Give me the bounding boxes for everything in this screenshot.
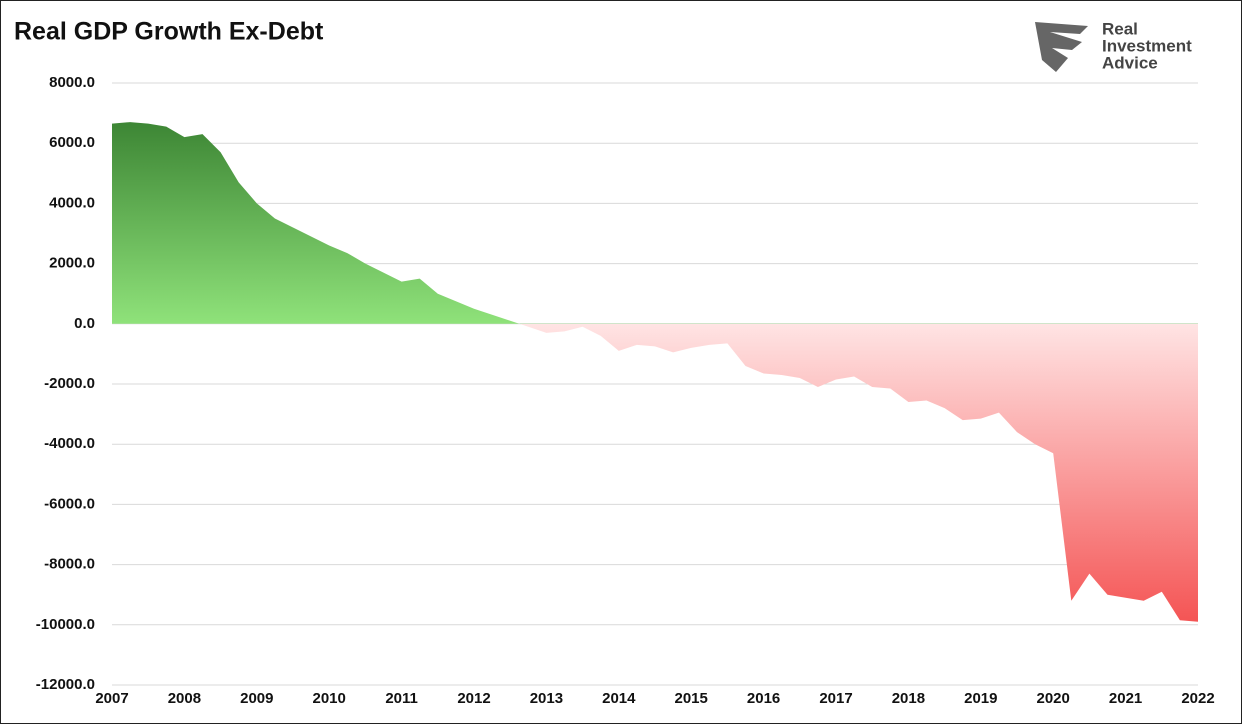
logo: Real Investment Advice <box>1035 19 1192 72</box>
logo-icon <box>1035 22 1088 72</box>
chart-title: Real GDP Growth Ex-Debt <box>14 18 324 46</box>
x-tick-label: 2011 <box>385 690 418 707</box>
x-tick-label: 2010 <box>313 690 346 707</box>
logo-text: Investment <box>1102 36 1192 55</box>
x-tick-label: 2019 <box>964 690 997 707</box>
area <box>112 122 1198 622</box>
x-tick-label: 2013 <box>530 690 563 707</box>
x-tick-label: 2007 <box>95 690 128 707</box>
x-tick-label: 2020 <box>1037 690 1070 707</box>
y-tick-label: -12000.0 <box>36 676 95 693</box>
y-tick-label: 6000.0 <box>49 134 95 151</box>
x-tick-label: 2014 <box>602 690 636 707</box>
y-tick-label: -2000.0 <box>44 375 95 392</box>
x-tick-label: 2015 <box>675 690 708 707</box>
y-tick-label: -10000.0 <box>36 616 95 633</box>
x-tick-label: 2016 <box>747 690 780 707</box>
y-tick-label: -4000.0 <box>44 435 95 452</box>
y-tick-label: 2000.0 <box>49 255 95 272</box>
y-tick-label: -6000.0 <box>44 495 95 512</box>
x-tick-label: 2012 <box>457 690 490 707</box>
y-tick-label: -8000.0 <box>44 556 95 573</box>
logo-text: Real <box>1102 19 1138 38</box>
logo-text: Advice <box>1102 53 1158 72</box>
y-tick-label: 4000.0 <box>49 194 95 211</box>
x-tick-label: 2018 <box>892 690 925 707</box>
x-tick-label: 2021 <box>1109 690 1142 707</box>
y-tick-label: 8000.0 <box>49 74 95 91</box>
y-tick-label: 0.0 <box>74 315 95 332</box>
x-tick-label: 2022 <box>1181 690 1214 707</box>
x-tick-label: 2017 <box>819 690 852 707</box>
x-tick-label: 2009 <box>240 690 273 707</box>
x-tick-label: 2008 <box>168 690 201 707</box>
